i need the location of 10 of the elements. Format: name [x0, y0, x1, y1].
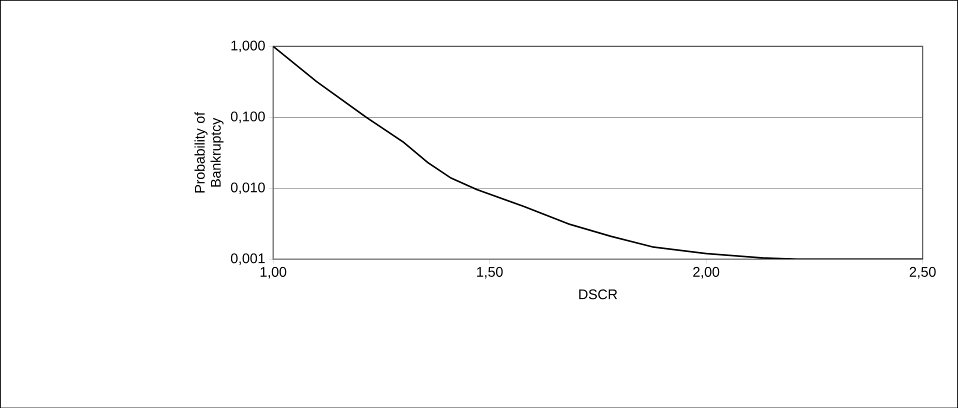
y-tick-label: 0,010: [230, 182, 265, 194]
y-tick-label: 0,100: [230, 111, 265, 123]
x-axis-title: DSCR: [579, 289, 618, 300]
y-axis-title: Probability of Bankruptcy: [194, 112, 224, 192]
y-tick-label: 1,000: [231, 40, 265, 52]
x-tick-label: 2,50: [910, 266, 936, 278]
x-tick-label: 2,00: [693, 266, 720, 278]
y-tick-label: 0,001: [230, 253, 265, 265]
x-tick-label: 1,00: [260, 266, 286, 278]
x-tick-label: 1,50: [477, 266, 503, 278]
